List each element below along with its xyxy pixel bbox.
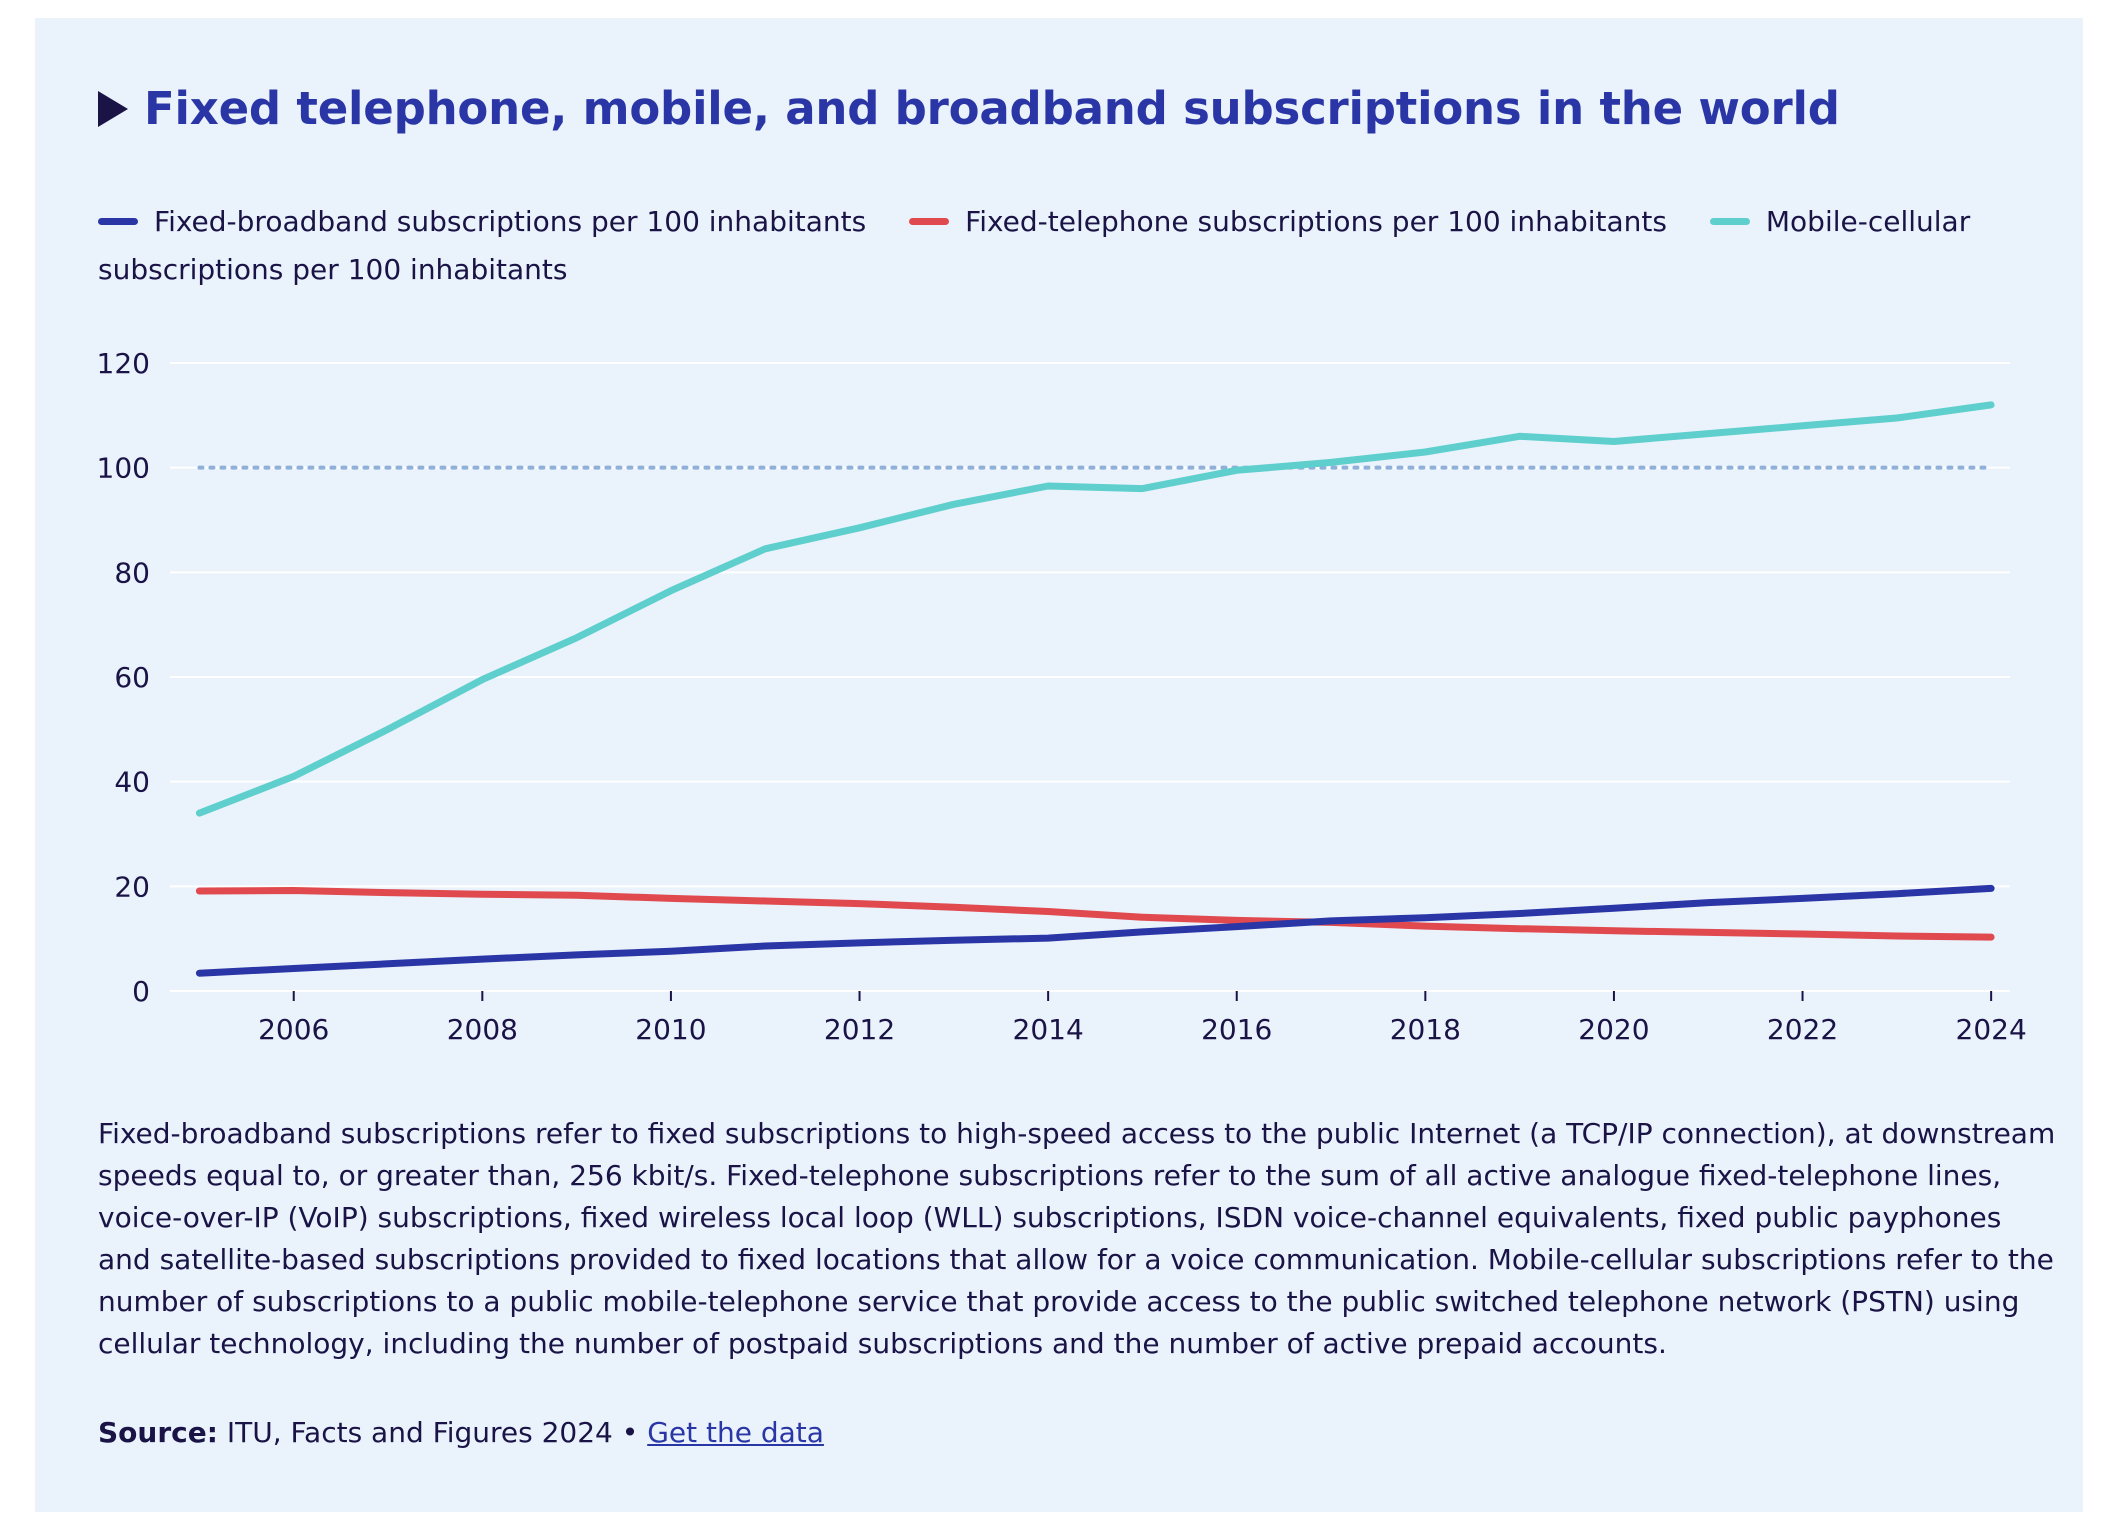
source-label: Source: <box>98 1416 218 1449</box>
source-separator: • <box>621 1416 639 1449</box>
get-the-data-link[interactable]: Get the data <box>647 1416 824 1449</box>
legend: Fixed-broadband subscriptions per 100 in… <box>98 198 2058 294</box>
x-tick-label: 2012 <box>824 1013 895 1046</box>
x-tick-label: 2006 <box>258 1013 329 1046</box>
y-tick-label: 100 <box>97 452 150 485</box>
legend-label-mobile: Mobile-cellular subscriptions per 100 in… <box>98 205 1971 286</box>
legend-label-telephone: Fixed-telephone subscriptions per 100 in… <box>965 205 1667 238</box>
source-text: ITU, Facts and Figures 2024 <box>226 1416 613 1449</box>
chart-title: Fixed telephone, mobile, and broadband s… <box>144 82 1840 135</box>
x-tick-label: 2022 <box>1767 1013 1838 1046</box>
y-tick-label: 0 <box>132 975 150 1008</box>
source-line: Source: ITU, Facts and Figures 2024 • Ge… <box>98 1412 824 1454</box>
x-tick-label: 2010 <box>635 1013 706 1046</box>
series-line-mobile <box>195 401 1995 817</box>
x-tick-label: 2016 <box>1201 1013 1272 1046</box>
title-row: Fixed telephone, mobile, and broadband s… <box>98 82 1840 135</box>
legend-swatch-mobile <box>1709 217 1750 225</box>
legend-label-broadband: Fixed-broadband subscriptions per 100 in… <box>154 205 867 238</box>
legend-swatch-telephone <box>909 217 950 225</box>
x-tick-label: 2018 <box>1390 1013 1461 1046</box>
x-tick-label: 2014 <box>1013 1013 1084 1046</box>
y-tick-label: 120 <box>97 347 150 380</box>
chart-card <box>35 18 2083 1512</box>
y-tick-label: 80 <box>114 556 150 589</box>
legend-swatch-broadband <box>98 217 138 225</box>
y-tick-label: 60 <box>114 661 150 694</box>
y-tick-label: 20 <box>114 870 150 903</box>
series-line-broadband <box>195 884 1995 977</box>
x-tick-label: 2024 <box>1956 1013 2027 1046</box>
chart-note: Fixed-broadband subscriptions refer to f… <box>98 1117 2056 1360</box>
legend-item-mobile: Mobile-cellular subscriptions per 100 in… <box>98 205 1970 286</box>
legend-item-telephone: Fixed-telephone subscriptions per 100 in… <box>909 205 1667 238</box>
legend-item-broadband: Fixed-broadband subscriptions per 100 in… <box>98 205 866 238</box>
series-line-telephone <box>195 887 1995 941</box>
play-triangle-icon <box>98 90 128 127</box>
x-tick-label: 2008 <box>447 1013 518 1046</box>
y-tick-label: 40 <box>114 766 150 799</box>
x-tick-label: 2020 <box>1578 1013 1649 1046</box>
